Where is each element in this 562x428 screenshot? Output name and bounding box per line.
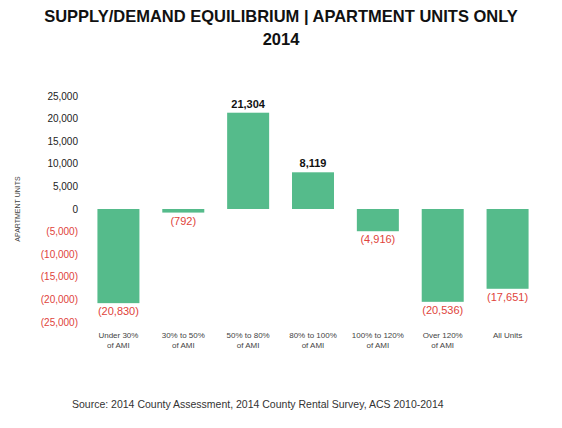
- y-tick-label: 20,000: [47, 113, 78, 124]
- title: SUPPLY/DEMAND EQUILIBRIUM | APARTMENT UN…: [44, 7, 518, 25]
- bar: [227, 113, 269, 209]
- data-label: (17,651): [487, 291, 528, 303]
- source: Source: 2014 County Assessment, 2014 Cou…: [72, 398, 444, 410]
- x-tick-label: Under 30%of AMI: [98, 331, 138, 350]
- x-tick-label: 80% to 100%of AMI: [289, 331, 337, 350]
- y-tick-label: (25,000): [41, 317, 78, 328]
- y-tick: [82, 163, 85, 164]
- x-tick-label: 100% to 120%of AMI: [352, 331, 404, 350]
- y-tick: [82, 209, 85, 210]
- y-tick-label: 10,000: [47, 158, 78, 169]
- bar: [292, 172, 334, 209]
- y-tick-label: 5,000: [53, 181, 78, 192]
- y-tick: [82, 276, 85, 277]
- subtitle: 2014: [263, 30, 301, 48]
- y-axis-label: APARTMENT UNITS: [14, 176, 21, 242]
- y-tick-label: (15,000): [41, 271, 78, 282]
- y-tick: [82, 141, 85, 142]
- y-tick-label: 25,000: [47, 91, 78, 102]
- y-tick-label: 0: [72, 204, 78, 215]
- data-label: (4,916): [360, 233, 395, 245]
- chart: SUPPLY/DEMAND EQUILIBRIUM | APARTMENT UN…: [0, 0, 562, 428]
- bar: [97, 209, 139, 303]
- bars: [97, 113, 528, 303]
- data-label: (20,536): [422, 304, 463, 316]
- bar: [422, 209, 464, 302]
- data-label: 21,304: [231, 98, 266, 110]
- data-label: (792): [170, 215, 196, 227]
- x-tick-label: Over 120%of AMI: [423, 331, 463, 350]
- y-tick: [82, 322, 85, 323]
- y-tick: [82, 96, 85, 97]
- y-tick-label: 15,000: [47, 136, 78, 147]
- y-tick: [82, 118, 85, 119]
- bar: [487, 209, 529, 289]
- y-tick: [82, 231, 85, 232]
- y-tick-label: (5,000): [46, 226, 78, 237]
- y-tick-label: (10,000): [41, 249, 78, 260]
- y-tick-label: (20,000): [41, 294, 78, 305]
- y-tick: [82, 186, 85, 187]
- data-label: 8,119: [300, 157, 327, 169]
- bar: [162, 209, 204, 213]
- y-tick: [82, 254, 85, 255]
- x-tick-label: All Units: [493, 331, 522, 340]
- bar: [357, 209, 399, 231]
- data-label: (20,830): [98, 305, 139, 317]
- x-tick-label: 50% to 80%of AMI: [227, 331, 270, 350]
- y-tick: [82, 299, 85, 300]
- x-tick-label: 30% to 50%of AMI: [162, 331, 205, 350]
